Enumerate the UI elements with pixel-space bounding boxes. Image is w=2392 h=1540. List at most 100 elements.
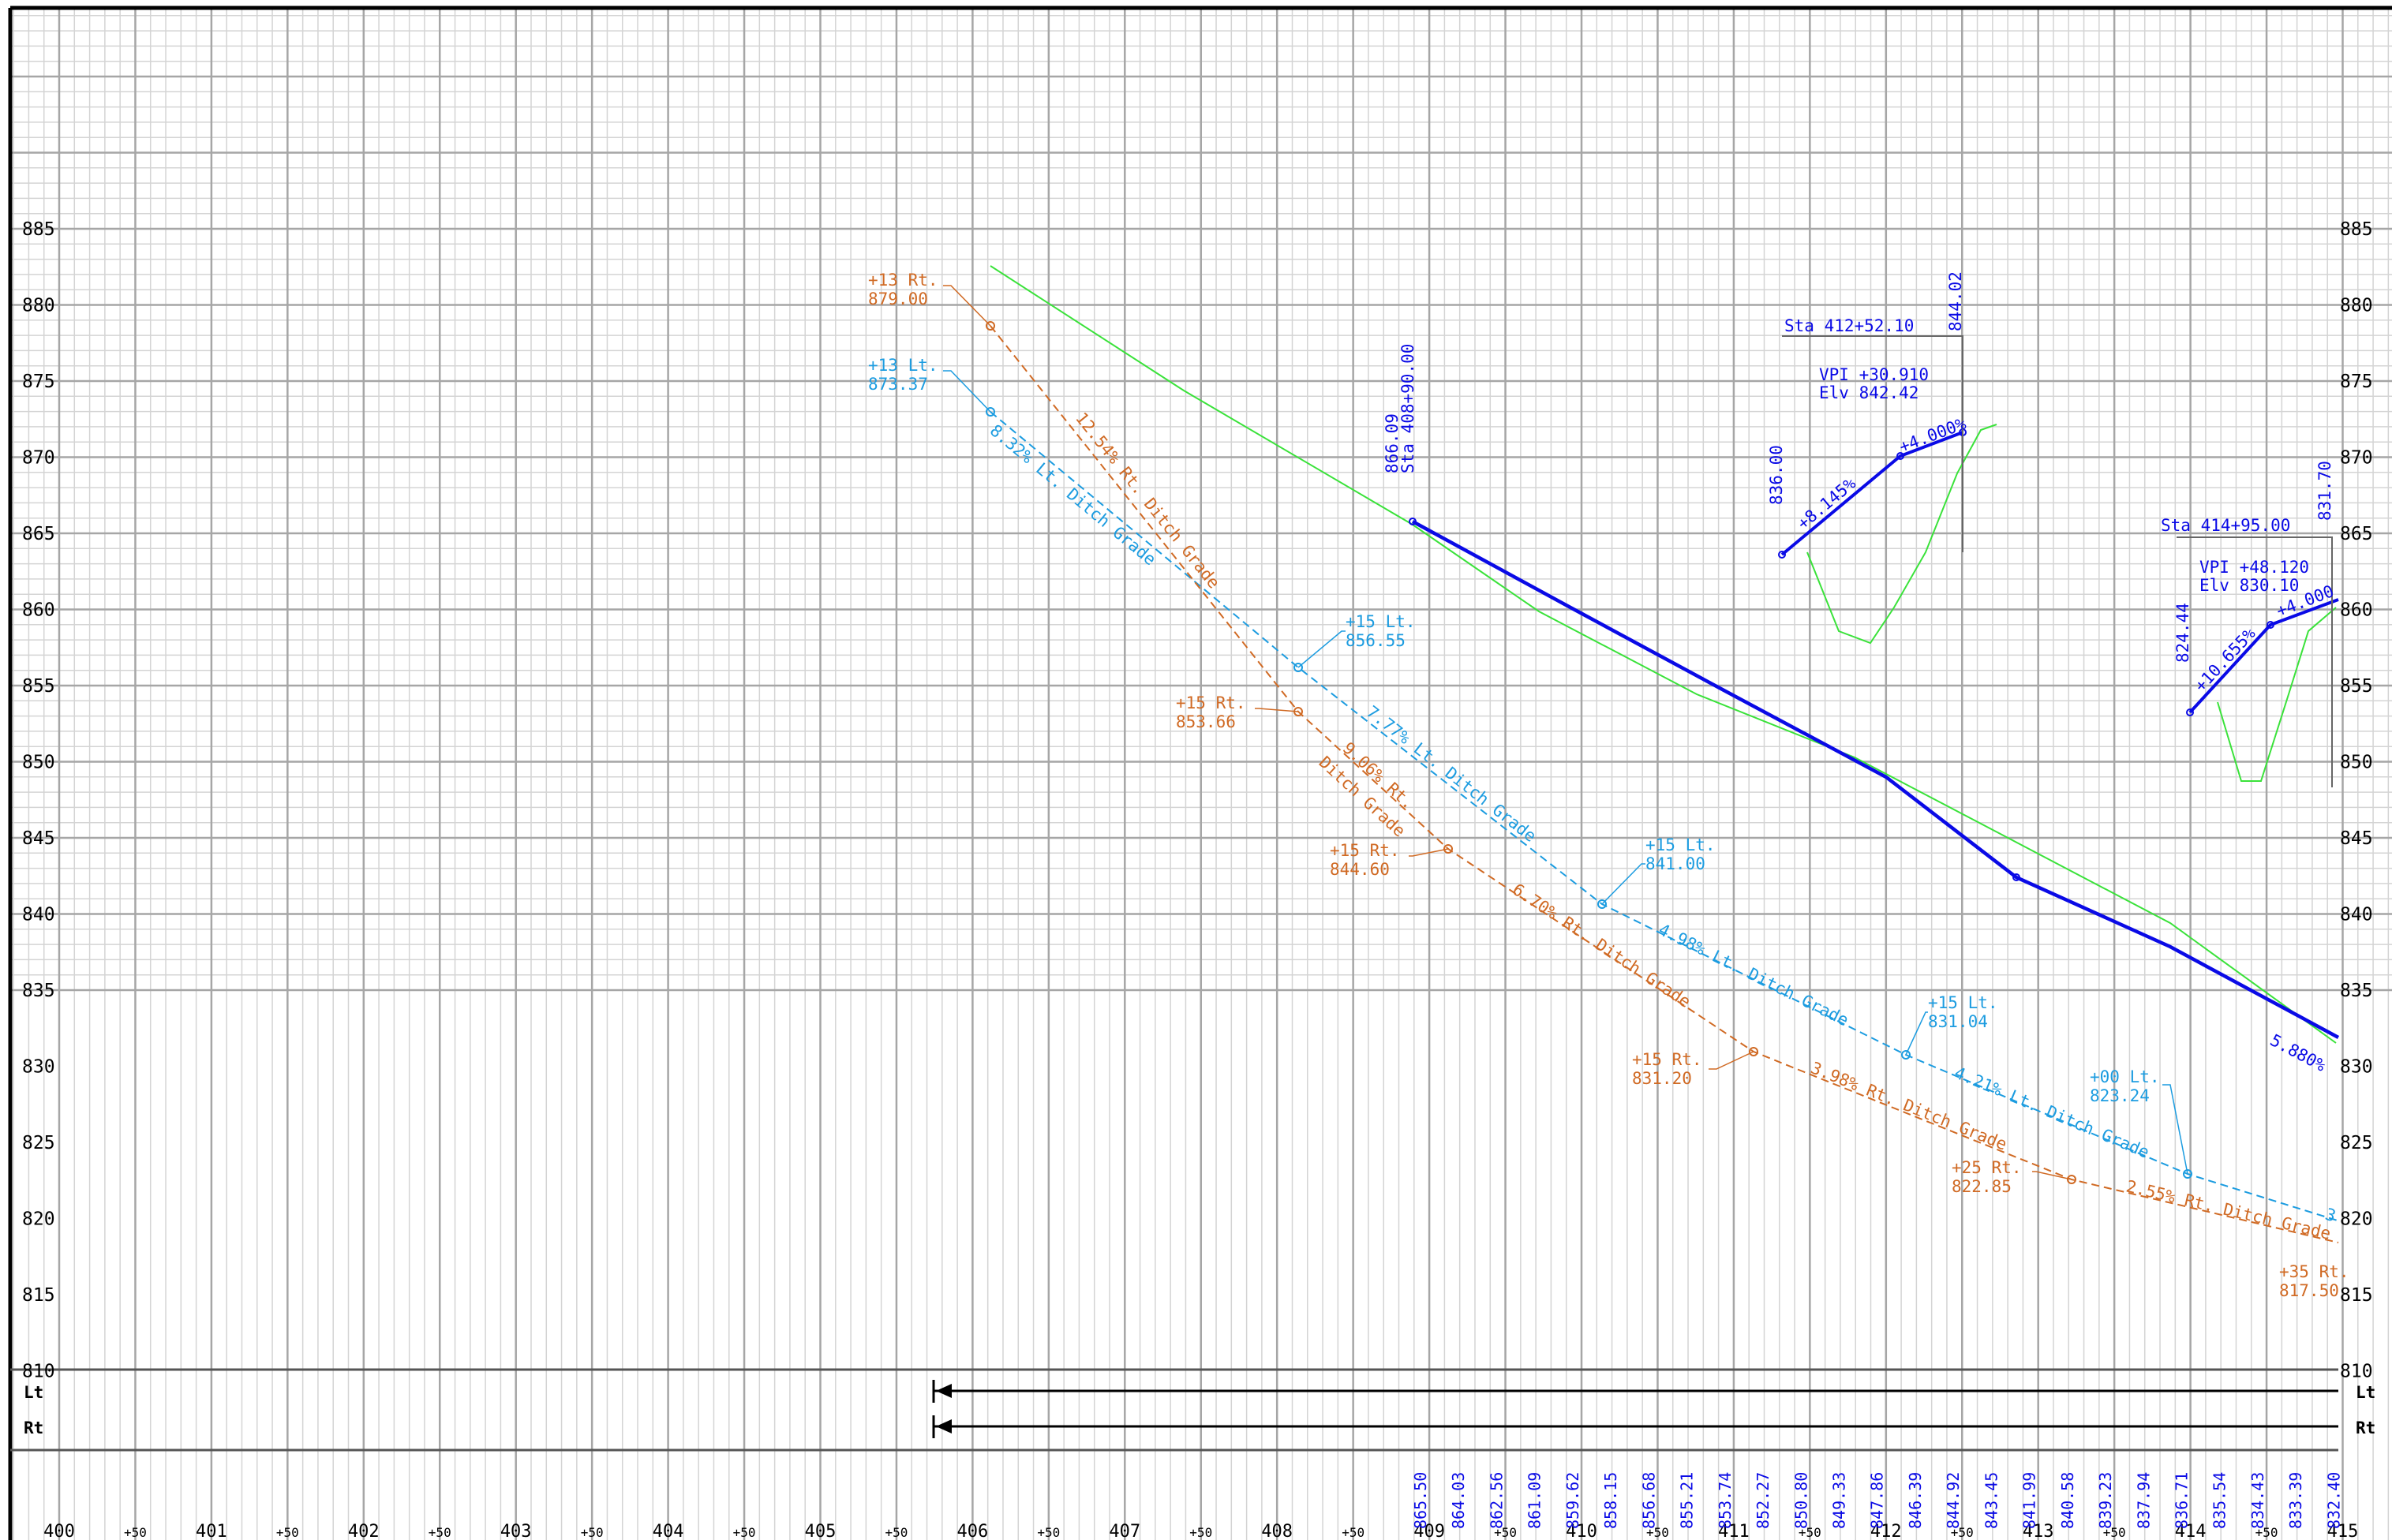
elevation-label: 825 — [2340, 1133, 2373, 1153]
left-ditch-line — [990, 411, 2341, 1222]
profile-elevation-row: 865.50 864.03 862.56 861.09 859.62 858.15 856.… — [1411, 1472, 2343, 1529]
pi-station-label: Sta 408+90.00 — [1398, 344, 1417, 473]
elevation-label: 845 — [2340, 828, 2373, 849]
elevation-label: 875 — [2340, 372, 2373, 392]
callout-c6-line2: 841.00 — [1645, 854, 1705, 873]
station-label: +50 — [276, 1525, 299, 1540]
elevation-label: 855 — [2340, 676, 2373, 697]
station-label: 401 — [196, 1522, 227, 1540]
elevation-label: 840 — [2340, 905, 2373, 925]
elevation-label: 860 — [22, 600, 55, 621]
station-label: 407 — [1109, 1522, 1140, 1540]
vpi1-start-elevation: 836.00 — [1767, 445, 1786, 505]
profile-elevation-label: 861.09 — [1525, 1472, 1544, 1529]
profile-elevation-label: 855.21 — [1678, 1472, 1697, 1529]
elevation-label: 810 — [22, 1362, 55, 1382]
station-label: 403 — [500, 1522, 532, 1540]
elevation-label: 810 — [2340, 1362, 2373, 1382]
profile-elevation-label: 832.40 — [2324, 1472, 2343, 1529]
station-label: +50 — [581, 1525, 604, 1540]
profile-elevation-label: 841.99 — [2020, 1472, 2039, 1529]
callout-leader — [1905, 1011, 1928, 1056]
profile-vertex — [2267, 621, 2274, 629]
profile-vertex — [1778, 551, 1786, 559]
left-ditch-vertex — [1901, 1050, 1911, 1060]
callout-c5-line2: 844.60 — [1330, 860, 1390, 879]
left-ditch-vertex — [986, 407, 995, 417]
profile-elevation-label: 846.39 — [1906, 1472, 1925, 1529]
station-label: 402 — [348, 1522, 380, 1540]
callout-c5-line1: +15 Rt. — [1330, 841, 1400, 860]
callout-leader — [943, 370, 991, 413]
vpi1-top-elevation: 844.02 — [1946, 271, 1965, 331]
callout-c1-line2: 879.00 — [868, 290, 928, 308]
callout-leader — [2162, 1084, 2188, 1175]
station-label: 411 — [1718, 1522, 1750, 1540]
station-label: +50 — [733, 1525, 756, 1540]
elevation-label: 850 — [22, 753, 55, 773]
station-label: 414 — [2175, 1522, 2207, 1540]
offset-bar-label-right: Rt — [2356, 1419, 2375, 1437]
right-ditch-line — [990, 325, 2339, 1243]
elevation-label: 820 — [22, 1209, 55, 1230]
elevation-label: 885 — [2340, 219, 2373, 240]
major-grid — [12, 8, 2392, 1540]
callout-c1-line1: +13 Rt. — [868, 271, 938, 290]
profile-elevation-label: 834.43 — [2248, 1472, 2267, 1529]
station-axis: 400 +50 401 +50 402 +50 403 +50 404 +50 405 +50 406 +… — [43, 1522, 2358, 1540]
elevation-label: 825 — [22, 1133, 55, 1153]
elevation-label: 880 — [2340, 296, 2373, 316]
right-ditch-vertex — [2067, 1175, 2076, 1184]
callout-c9-line1: +25 Rt. — [1952, 1158, 2022, 1177]
callout-leader — [2032, 1171, 2072, 1180]
callout-leader — [1409, 848, 1449, 857]
station-label: 400 — [43, 1522, 75, 1540]
profile-vertex — [1896, 452, 1904, 460]
right-ditch-vertex — [986, 321, 995, 331]
profile-elevation-label: 864.03 — [1449, 1472, 1468, 1529]
vpi1-elv-label: Elv 842.42 — [1819, 383, 1918, 402]
elevation-label: 870 — [22, 448, 55, 469]
profile-elevation-label: 833.39 — [2286, 1472, 2305, 1529]
right-ditch-grade — [943, 285, 2339, 1243]
offset-bar-label-right: Lt — [2356, 1383, 2375, 1402]
profile-elevation-label: 840.58 — [2058, 1472, 2077, 1529]
profile-elevation-label: 865.50 — [1411, 1472, 1430, 1529]
elevation-label: 835 — [22, 981, 55, 1001]
elevation-axis-right: 885 880 875 870 865 860 855 850 845 840 835 830 825 8… — [2340, 219, 2373, 1382]
vertical-curve-2 — [2188, 598, 2339, 714]
callout-leader — [1255, 708, 1299, 712]
elevation-label: 870 — [2340, 448, 2373, 469]
offset-bar-arrowhead — [936, 1419, 952, 1433]
sheet-frame — [8, 6, 2392, 1540]
profile-elevation-label: 847.86 — [1868, 1472, 1887, 1529]
elevation-axis-left: 885 880 875 870 865 860 855 850 845 840 835 830 825 8… — [22, 219, 55, 1382]
vpi-tie-2 — [2177, 536, 2333, 787]
callout-c2-line2: 873.37 — [868, 375, 928, 394]
station-label: +50 — [429, 1525, 451, 1540]
profile-vertex — [2186, 708, 2194, 716]
callout-c10-line1: +00 Lt. — [2090, 1067, 2160, 1086]
callout-leader — [943, 285, 991, 327]
profile-elevation-label: 859.62 — [1563, 1472, 1582, 1529]
offset-bar-lt: Lt Lt — [24, 1380, 2375, 1403]
left-ditch-grade — [943, 370, 2341, 1222]
right-ditch-vertex — [1749, 1047, 1758, 1056]
elevation-label: 865 — [22, 524, 55, 544]
callout-c8-line2: 831.04 — [1928, 1012, 1988, 1031]
vpi2-elv-label: Elv 830.10 — [2199, 576, 2299, 595]
profile-elevation-label: 853.74 — [1716, 1472, 1735, 1529]
existing-ground — [990, 265, 2337, 1044]
station-label: 409 — [1413, 1522, 1445, 1540]
profile-vertex — [2012, 873, 2020, 881]
vpi2-vpi-label: VPI +48.120 — [2199, 558, 2309, 577]
right-ditch-vertex — [1443, 844, 1453, 854]
callout-c4-line1: +15 Rt. — [1176, 693, 1246, 712]
profile-elevation-label: 856.68 — [1639, 1472, 1658, 1529]
existing-ground-pocket-1 — [1806, 424, 1997, 645]
callout-c9-line2: 822.85 — [1952, 1177, 2012, 1196]
left-ditch-vertex — [1597, 899, 1607, 909]
callout-c7-line1: +15 Rt. — [1632, 1050, 1702, 1069]
station-label: 406 — [957, 1522, 989, 1540]
callout-c11-line2: 817.50 — [2279, 1281, 2339, 1300]
